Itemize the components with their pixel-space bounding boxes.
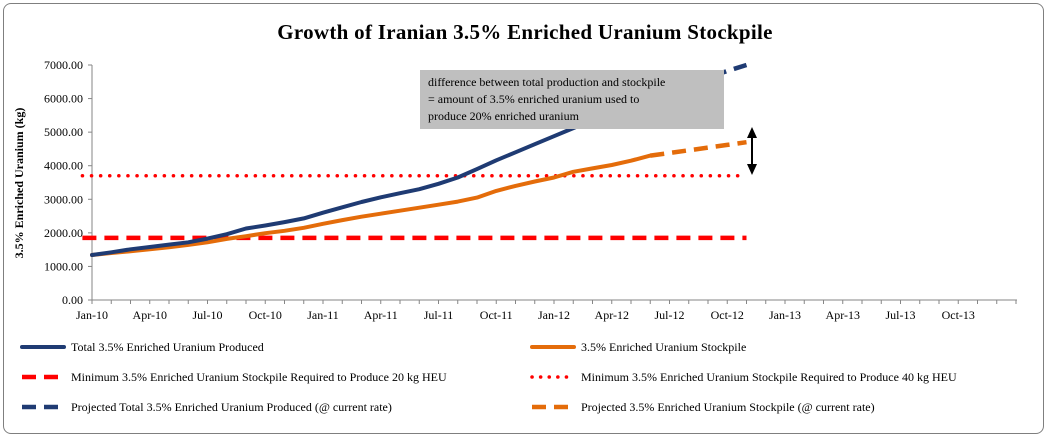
annotation-text-line: produce 20% enriched uranium [428, 109, 580, 123]
legend-label: Minimum 3.5% Enriched Uranium Stockpile … [71, 370, 447, 384]
chart-title: Growth of Iranian 3.5% Enriched Uranium … [277, 20, 773, 44]
annotation: difference between total production and … [420, 70, 757, 175]
annotation-text-line: difference between total production and … [428, 75, 665, 89]
legend-item-4: Minimum 3.5% Enriched Uranium Stockpile … [530, 370, 957, 384]
legend-item-3: Minimum 3.5% Enriched Uranium Stockpile … [22, 370, 447, 384]
x-tick-label: Oct-12 [711, 308, 744, 322]
legend-label: Minimum 3.5% Enriched Uranium Stockpile … [581, 370, 957, 384]
x-tick-label: Oct-13 [942, 308, 975, 322]
legend-label: Total 3.5% Enriched Uranium Produced [71, 340, 264, 354]
legend-item-6: Projected 3.5% Enriched Uranium Stockpil… [532, 400, 875, 414]
x-tick-label: Jan-13 [769, 308, 801, 322]
legend-label: 3.5% Enriched Uranium Stockpile [581, 340, 746, 354]
x-tick-label: Jul-13 [886, 308, 916, 322]
legend-item-2: 3.5% Enriched Uranium Stockpile [530, 340, 746, 354]
x-tick-label: Jul-11 [424, 308, 454, 322]
x-tick-label: Jan-11 [307, 308, 339, 322]
x-tick-label: Apr-11 [364, 308, 398, 322]
legend-label: Projected 3.5% Enriched Uranium Stockpil… [581, 400, 875, 414]
x-tick-label: Oct-11 [480, 308, 513, 322]
y-tick-label: 5000.00 [44, 125, 83, 139]
x-tick-label: Apr-12 [595, 308, 629, 322]
legend-item-1: Total 3.5% Enriched Uranium Produced [20, 340, 264, 354]
x-tick-label: Jan-10 [76, 308, 108, 322]
x-tick-label: Oct-10 [249, 308, 282, 322]
x-tick-label: Apr-10 [133, 308, 167, 322]
y-axis-label: 3.5% Enriched Uranium (kg) [12, 108, 26, 259]
legend-item-5: Projected Total 3.5% Enriched Uranium Pr… [22, 400, 392, 414]
y-tick-label: 1000.00 [44, 259, 83, 273]
x-tick-label: Apr-13 [826, 308, 860, 322]
y-tick-label: 7000.00 [44, 58, 83, 72]
x-tick-label: Jul-10 [193, 308, 223, 322]
x-tick-label: Jan-12 [538, 308, 570, 322]
annotation-text-line: = amount of 3.5% enriched uranium used t… [428, 92, 639, 106]
legend: Total 3.5% Enriched Uranium Produced 3.5%… [20, 340, 957, 414]
annotation-box [420, 70, 724, 129]
y-tick-label: 4000.00 [44, 159, 83, 173]
annotation-arrow-down [747, 164, 757, 175]
series-line-2 [90, 153, 653, 257]
legend-label: Projected Total 3.5% Enriched Uranium Pr… [71, 400, 392, 414]
annotation-arrow-up [747, 127, 757, 138]
series-line-6 [649, 139, 747, 158]
series-line-1 [90, 94, 653, 257]
y-tick-label: 6000.00 [44, 92, 83, 106]
plot-area: 0.00 1000.00 2000.00 3000.00 4000.00 5000.00 6… [44, 58, 1017, 322]
y-tick-label: 0.00 [62, 293, 83, 307]
y-tick-label: 2000.00 [44, 226, 83, 240]
y-tick-label: 3000.00 [44, 192, 83, 206]
x-tick-label: Jul-12 [655, 308, 685, 322]
